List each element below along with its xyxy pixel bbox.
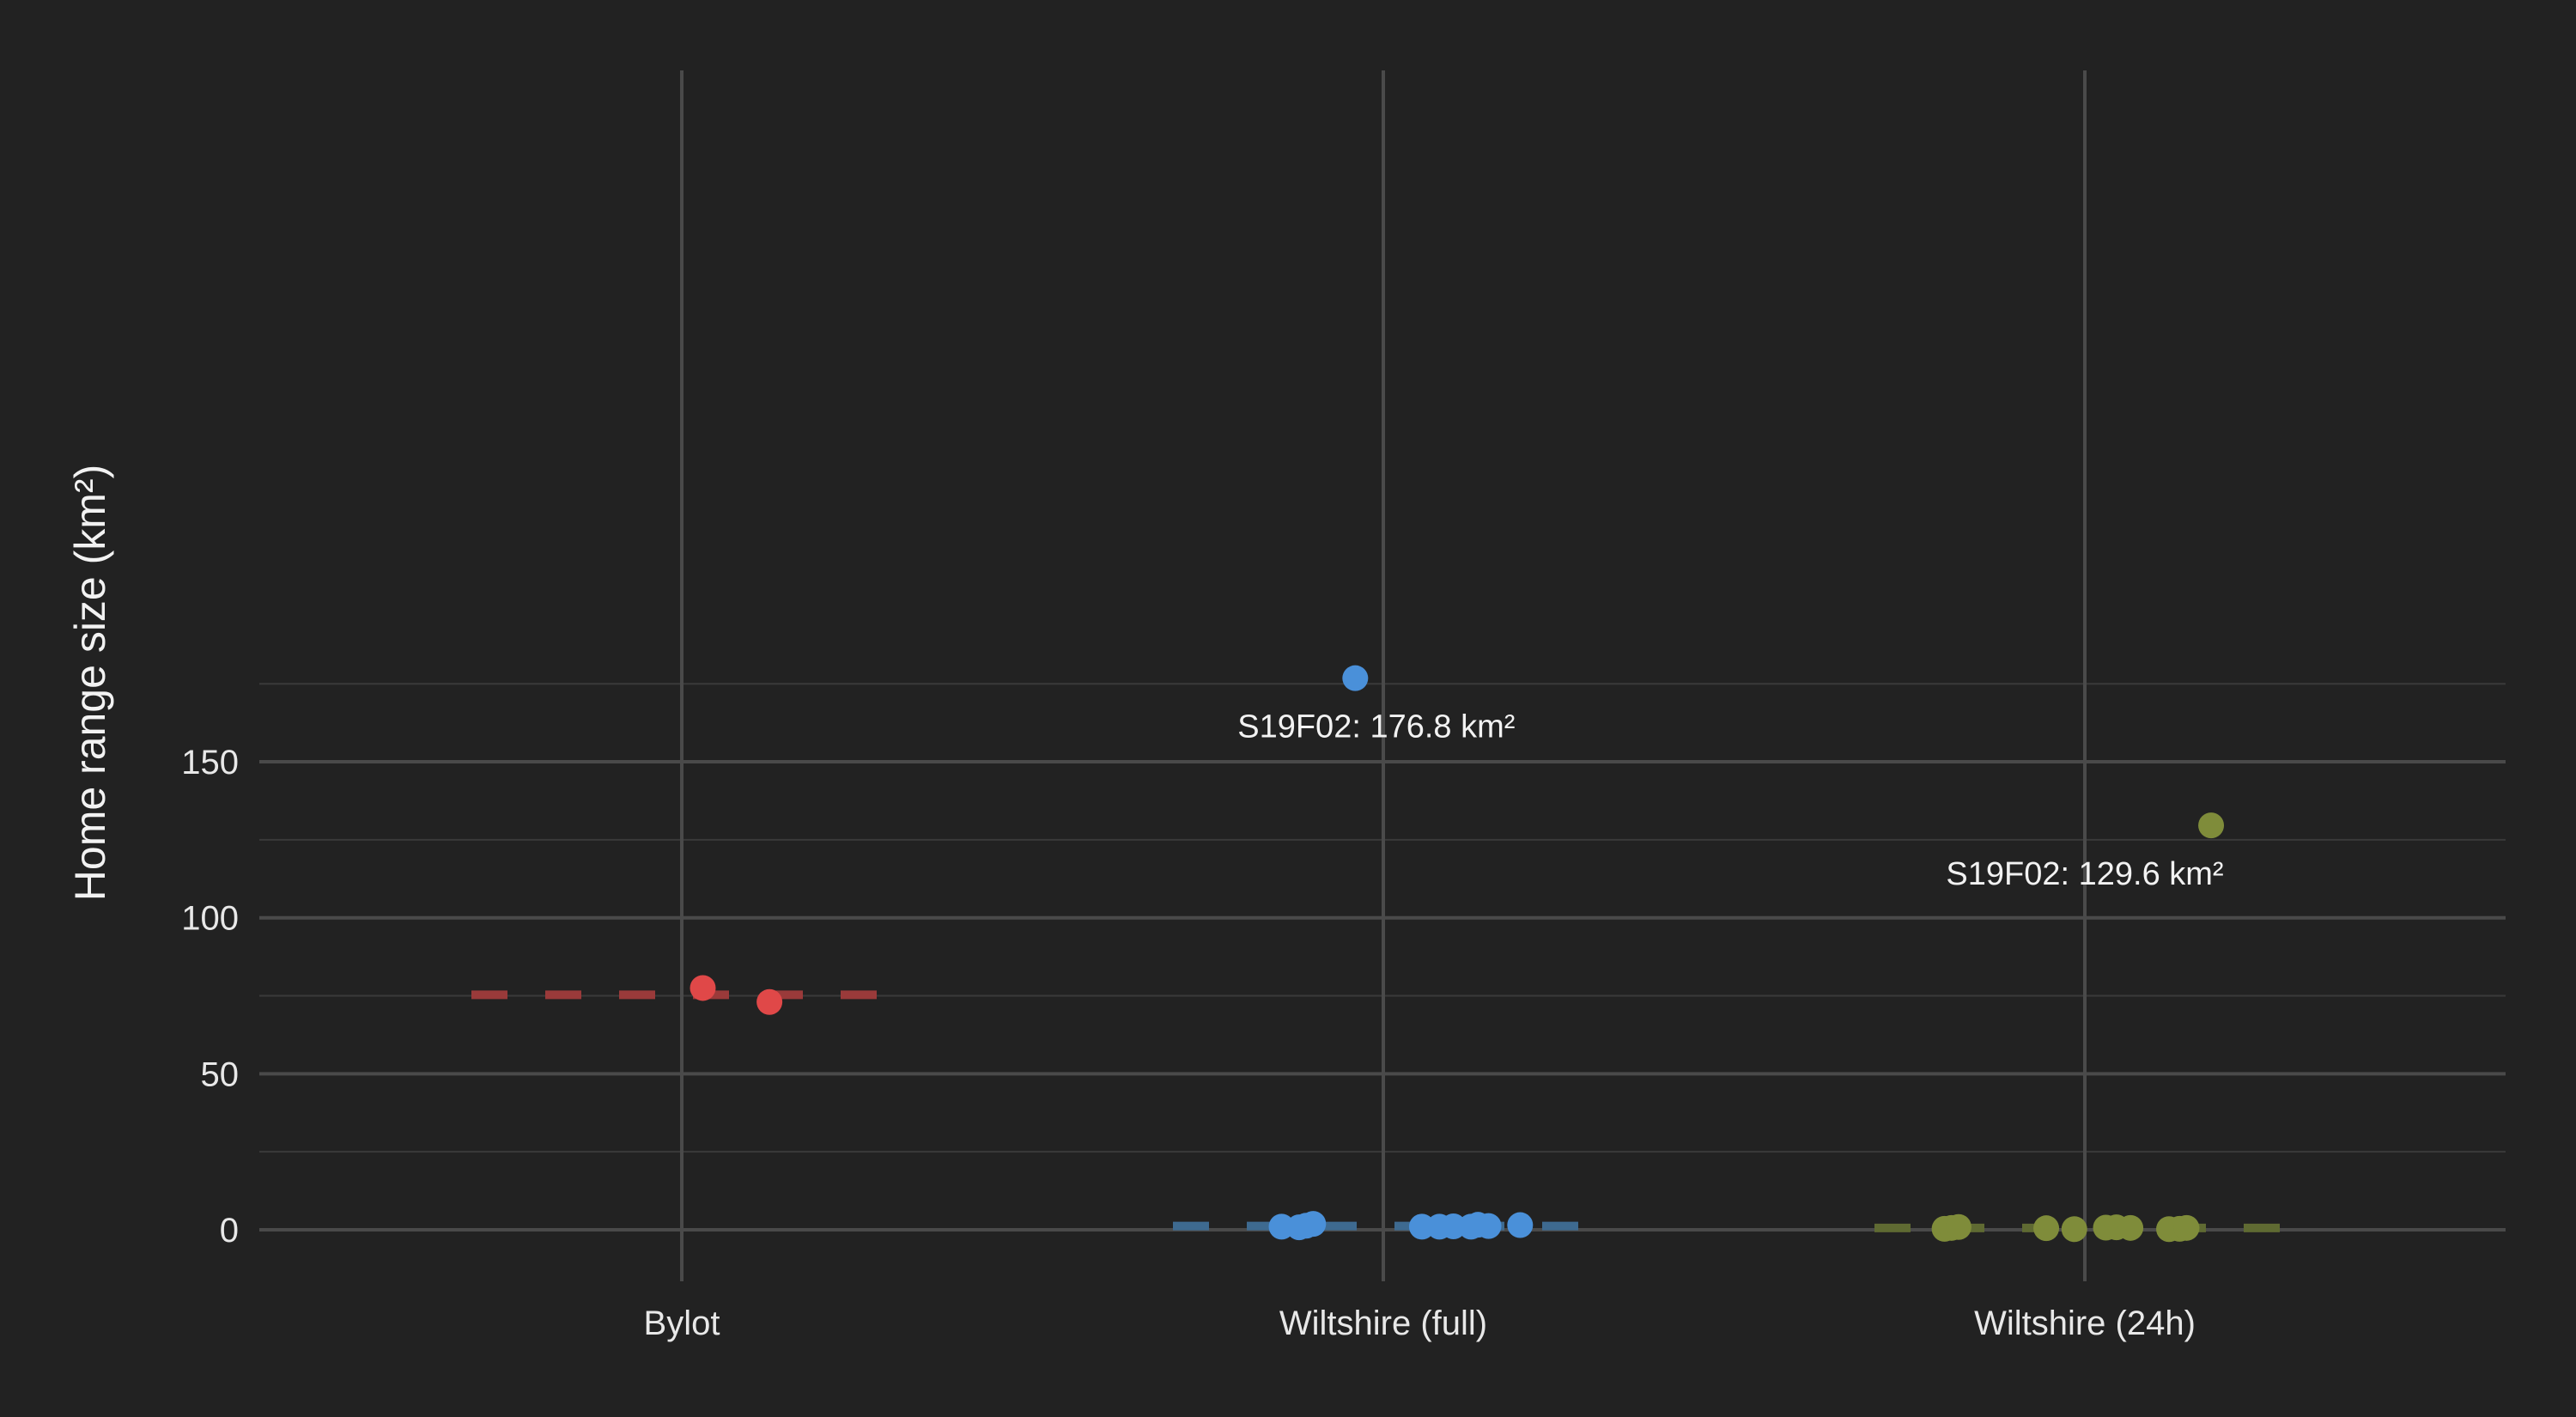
y-tick-labels: 0 50 100 150 <box>181 744 239 1250</box>
data-point <box>1945 1213 1971 1240</box>
y-tick-label: 0 <box>220 1212 239 1250</box>
x-tick-label: Wiltshire (full) <box>1279 1304 1487 1342</box>
data-point <box>1475 1213 1502 1239</box>
data-point <box>1300 1211 1327 1238</box>
x-tick-label: Bylot <box>644 1304 720 1342</box>
x-tick-labels: Bylot Wiltshire (full) Wiltshire (24h) <box>644 1304 2196 1342</box>
data-point <box>2061 1216 2087 1243</box>
data-point <box>756 988 783 1015</box>
data-point <box>2173 1214 2200 1241</box>
data-point <box>2033 1215 2060 1242</box>
data-point <box>690 975 716 1001</box>
y-tick-label: 50 <box>201 1055 240 1093</box>
data-point <box>2117 1214 2144 1241</box>
y-axis-title: Home range size (km²) <box>66 465 114 901</box>
grid-layer <box>259 70 2506 1281</box>
outlier-annotation: S19F02: 176.8 km² <box>1237 709 1515 745</box>
y-tick-label: 100 <box>181 900 239 938</box>
annotations-layer: S19F02: 176.8 km² S19F02: 129.6 km² <box>1237 709 2223 892</box>
data-point <box>2198 812 2225 839</box>
outlier-annotation: S19F02: 129.6 km² <box>1946 856 2223 892</box>
data-point <box>1342 665 1369 691</box>
x-tick-label: Wiltshire (24h) <box>1974 1304 2196 1342</box>
data-point <box>1507 1212 1534 1238</box>
points-layer <box>690 665 2225 1243</box>
y-tick-label: 150 <box>181 744 239 781</box>
